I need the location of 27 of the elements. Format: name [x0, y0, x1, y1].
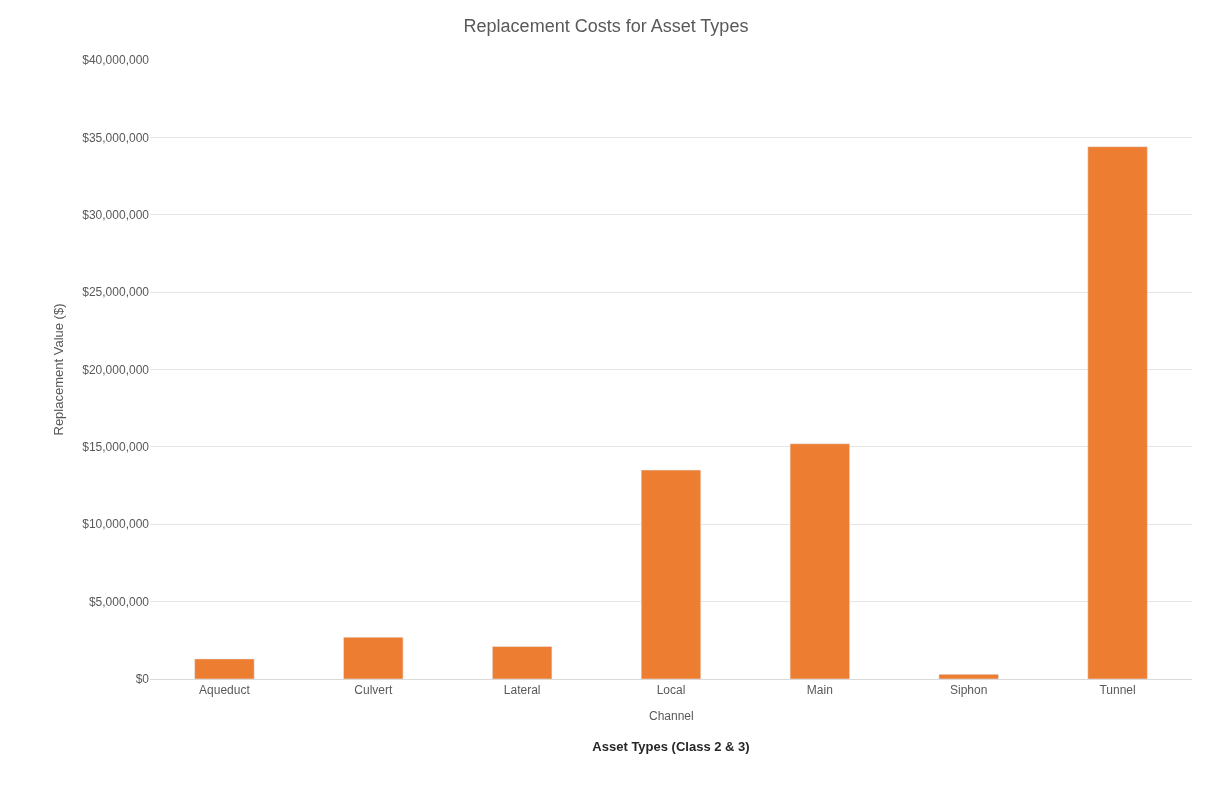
x-tick-label: Siphon — [950, 683, 988, 698]
y-tick-label: $40,000,000 — [82, 53, 150, 68]
x-tick-label: Culvert — [354, 683, 393, 698]
y-tick-label: $20,000,000 — [82, 362, 150, 377]
y-tick-label: $5,000,000 — [88, 594, 150, 609]
bar — [789, 443, 850, 679]
chart-title: Replacement Costs for Asset Types — [463, 16, 749, 37]
bar — [938, 674, 999, 679]
x-axis-title: Asset Types (Class 2 & 3) — [592, 739, 750, 754]
y-tick-label: $10,000,000 — [82, 517, 150, 532]
y-tick-label: $30,000,000 — [82, 207, 150, 222]
bar — [1087, 146, 1148, 679]
text: Channel — [649, 709, 694, 723]
y-tick-label: $25,000,000 — [82, 285, 150, 300]
x-tick-label: Main — [806, 683, 833, 698]
x-tick-label: Aqueduct — [199, 683, 251, 698]
bar — [343, 636, 404, 679]
bar — [194, 658, 255, 679]
y-axis-title: Replacement Value ($) — [51, 303, 67, 436]
x-tick-label: Tunnel — [1099, 683, 1136, 698]
y-tick-label: $35,000,000 — [82, 130, 150, 145]
x-tick-label: Lateral — [503, 683, 541, 698]
bar — [640, 469, 702, 679]
y-tick-label: $0 — [135, 672, 150, 687]
y-tick-label: $15,000,000 — [82, 440, 150, 455]
x-tick-label: Local — [656, 683, 686, 698]
bar — [492, 646, 553, 679]
